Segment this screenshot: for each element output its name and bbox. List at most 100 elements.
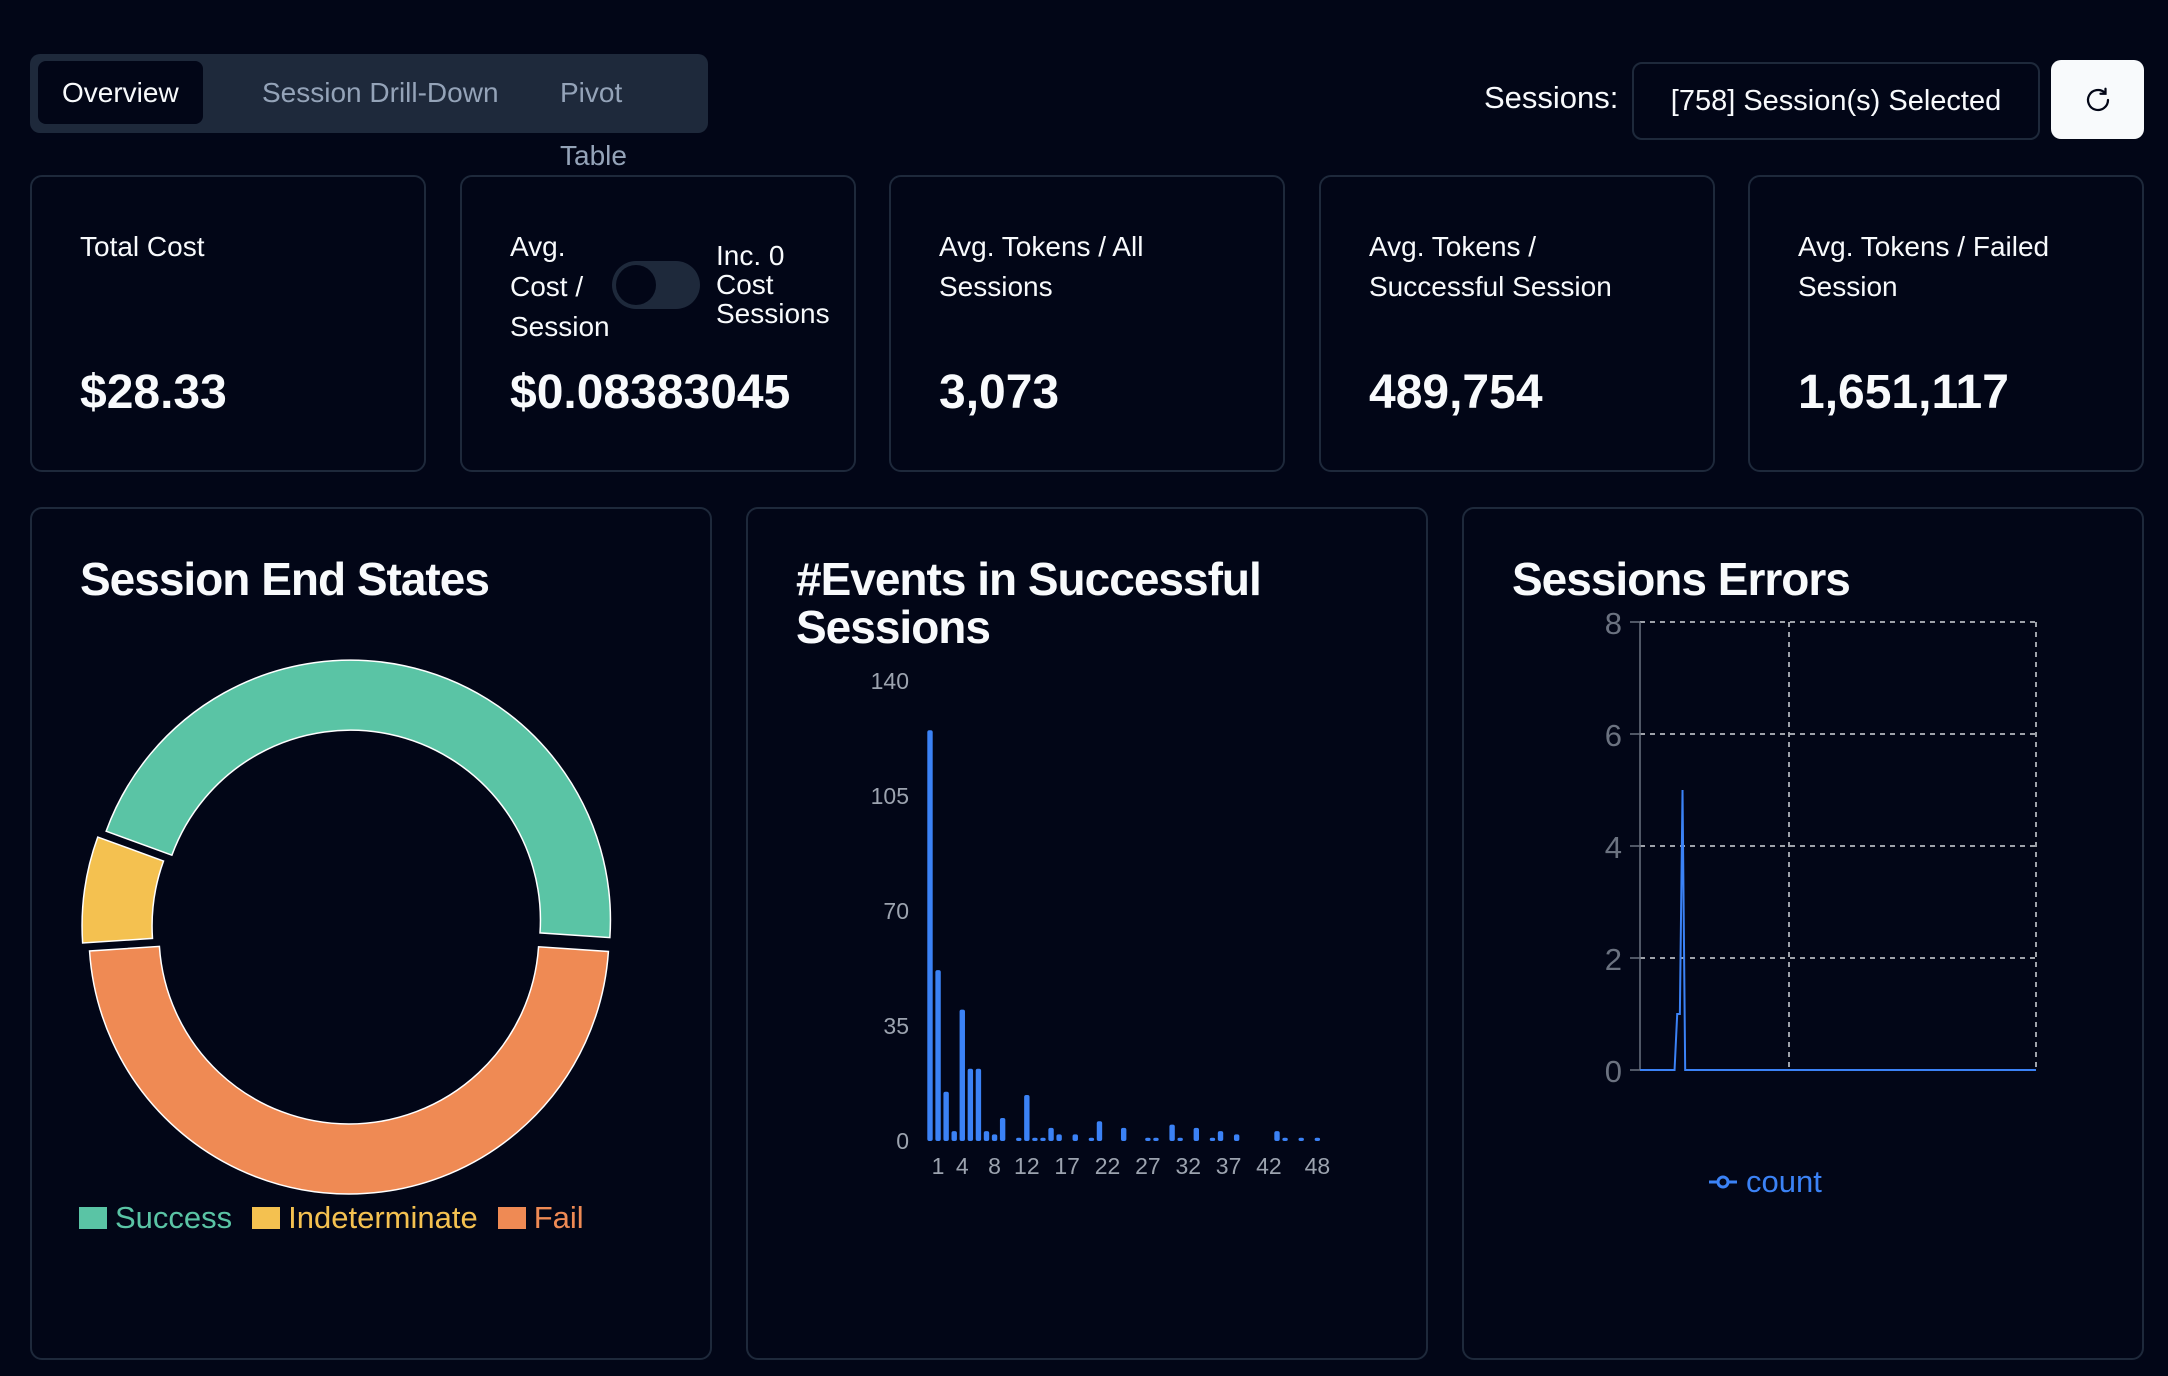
bar [1177, 1137, 1183, 1141]
bar [1040, 1137, 1046, 1141]
bar [1274, 1131, 1280, 1141]
donut-legend: Success Indeterminate Fail [79, 1200, 584, 1236]
sessions-label: Sessions: [1484, 80, 1619, 115]
legend-swatch [497, 1207, 526, 1229]
legend-success[interactable]: Success [79, 1200, 232, 1236]
bar [1016, 1137, 1022, 1141]
donut-slice-success [105, 659, 612, 939]
bar [1072, 1134, 1078, 1141]
donut-slice-indeterminate [81, 836, 165, 944]
y-tick-label: 8 [1605, 606, 1622, 641]
avg-tokens-failed-card: Avg. Tokens / Failed Session 1,651,117 [1748, 175, 2144, 472]
bar [991, 1134, 998, 1141]
chart-title: Session End States [80, 553, 490, 605]
refresh-button[interactable] [2051, 60, 2144, 139]
session-end-states-panel: Session End States [30, 507, 712, 1360]
bar [975, 1068, 982, 1141]
bar [1209, 1137, 1216, 1141]
card-value: $28.33 [80, 366, 227, 419]
legend-label: Indeterminate [288, 1200, 478, 1235]
card-value: 489,754 [1369, 366, 1543, 419]
y-tick-label: 4 [1605, 830, 1622, 865]
bar [943, 1091, 949, 1141]
chart-title: #Events in Successful Sessions [796, 553, 1262, 653]
sessions-select[interactable]: [758] Session(s) Selected [1632, 62, 2040, 140]
legend-label: Fail [533, 1200, 584, 1235]
y-tick-label: 0 [1605, 1054, 1622, 1089]
avg-cost-card: Avg. Cost / Session Inc. 0 Cost Sessions… [460, 175, 856, 472]
total-cost-card: Total Cost $28.33 [30, 175, 426, 472]
avg-tokens-all-card: Avg. Tokens / All Sessions 3,073 [889, 175, 1285, 472]
bar [1217, 1131, 1224, 1141]
bar [935, 970, 941, 1141]
bar [1153, 1137, 1159, 1141]
legend-label: count [1746, 1164, 1822, 1199]
bar [1169, 1124, 1175, 1141]
legend-swatch [252, 1207, 281, 1229]
bar [1048, 1127, 1054, 1141]
legend-label: Success [115, 1200, 233, 1235]
card-label: Avg. Tokens / All Sessions [939, 231, 1144, 302]
bar [1024, 1095, 1030, 1141]
legend-swatch [79, 1207, 107, 1229]
y-tick-label: 105 [871, 783, 909, 809]
bar [1145, 1137, 1151, 1141]
bar [1096, 1121, 1103, 1141]
y-tick-label: 2 [1605, 942, 1622, 977]
errors-legend[interactable]: count [1708, 1164, 1822, 1200]
y-tick-label: 140 [871, 668, 909, 694]
bar [967, 1068, 974, 1141]
bar [1088, 1137, 1095, 1141]
y-tick-label: 35 [883, 1013, 909, 1039]
card-label: Avg. Cost / Session [510, 231, 610, 342]
x-tick-label: 8 [988, 1153, 1001, 1179]
bar [1120, 1127, 1127, 1141]
legend-indeterminate[interactable]: Indeterminate [252, 1200, 478, 1236]
bar [983, 1131, 990, 1141]
card-value: 1,651,117 [1798, 366, 2009, 419]
bar [1032, 1137, 1038, 1141]
card-label: Total Cost [80, 231, 205, 262]
x-tick-label: 22 [1095, 1153, 1121, 1179]
avg-tokens-success-card: Avg. Tokens / Successful Session 489,754 [1319, 175, 1715, 472]
series-line-count [1640, 789, 2036, 1071]
view-tabs: Overview Session Drill-Down Pivot Table [30, 54, 708, 171]
tab-overview[interactable]: Overview [38, 61, 203, 124]
x-tick-label: 27 [1135, 1153, 1161, 1179]
card-value: $0.08383045 [510, 366, 791, 419]
card-label: Avg. Tokens / Successful Session [1369, 231, 1612, 302]
chart-title: Sessions Errors [1512, 553, 1851, 605]
x-tick-label: 42 [1256, 1153, 1282, 1179]
x-tick-label: 4 [956, 1153, 969, 1179]
x-tick-label: 37 [1216, 1153, 1242, 1179]
session-errors-panel: Sessions Errors [1462, 507, 2144, 1360]
toggle-label: Inc. 0 Cost Sessions [716, 240, 830, 329]
bar [999, 1118, 1006, 1141]
refresh-icon [2086, 87, 2109, 111]
include-zero-cost-toggle[interactable] [612, 261, 700, 309]
card-label: Avg. Tokens / Failed Session [1798, 231, 2050, 302]
bar [1314, 1137, 1321, 1141]
donut-slice-fail [88, 945, 610, 1195]
bar [951, 1131, 957, 1141]
toggle-knob [616, 265, 656, 305]
tab-session-drill-down[interactable]: Session Drill-Down [262, 77, 499, 108]
events-successful-panel: #Events in Successful Sessions [746, 507, 1428, 1360]
y-tick-label: 70 [883, 898, 909, 924]
bar [1298, 1137, 1304, 1141]
bar [1282, 1137, 1288, 1141]
x-tick-label: 48 [1305, 1153, 1331, 1179]
y-tick-label: 6 [1605, 718, 1622, 753]
x-tick-label: 17 [1054, 1153, 1080, 1179]
line-marker-icon [1709, 1175, 1737, 1189]
legend-fail[interactable]: Fail [497, 1200, 584, 1236]
bar [1056, 1134, 1062, 1141]
tab-pivot-table[interactable]: Pivot Table [560, 77, 627, 171]
bar [959, 1009, 965, 1141]
x-tick-label: 32 [1175, 1153, 1201, 1179]
x-tick-label: 12 [1014, 1153, 1040, 1179]
y-tick-label: 0 [896, 1128, 909, 1154]
x-tick-label: 1 [932, 1153, 945, 1179]
bar [1193, 1127, 1200, 1141]
